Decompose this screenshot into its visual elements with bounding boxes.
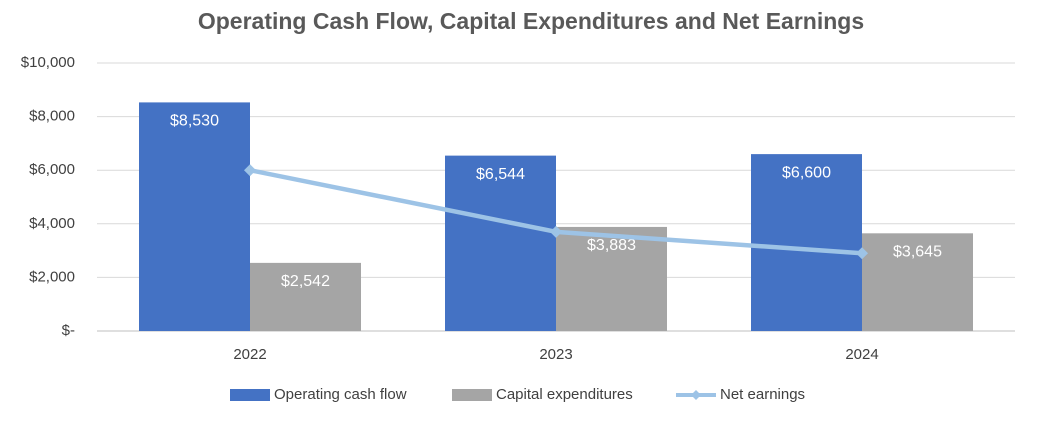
y-tick-label: $6,000 — [29, 161, 75, 178]
value-label: $8,530 — [170, 113, 219, 130]
bar — [751, 154, 862, 331]
bar — [139, 102, 250, 332]
value-label: $6,600 — [782, 164, 831, 181]
legend-label: Operating cash flow — [274, 386, 407, 403]
legend-label: Net earnings — [720, 386, 805, 403]
y-tick-label: $8,000 — [29, 108, 75, 125]
legend-swatch — [230, 389, 270, 401]
value-label: $2,542 — [281, 273, 330, 290]
value-label: $3,883 — [587, 237, 636, 254]
x-tick-label: 2023 — [539, 346, 572, 363]
line-marker — [550, 225, 562, 238]
y-tick-label: $10,000 — [21, 54, 75, 71]
bar — [862, 233, 973, 331]
x-tick-label: 2024 — [845, 346, 878, 363]
bar — [445, 155, 556, 331]
y-tick-label: $- — [62, 322, 75, 339]
value-label: $6,544 — [476, 166, 525, 183]
bar — [556, 226, 667, 331]
legend-label: Capital expenditures — [496, 386, 633, 403]
legend-swatch — [452, 389, 492, 401]
line-marker — [244, 164, 256, 177]
line-marker — [856, 247, 868, 260]
y-tick-label: $4,000 — [29, 215, 75, 232]
legend-marker — [691, 390, 701, 400]
y-tick-label: $2,000 — [29, 268, 75, 285]
value-label: $3,645 — [893, 244, 942, 261]
chart-title: Operating Cash Flow, Capital Expenditure… — [198, 8, 864, 34]
bar — [250, 262, 361, 331]
x-tick-label: 2022 — [233, 346, 266, 363]
